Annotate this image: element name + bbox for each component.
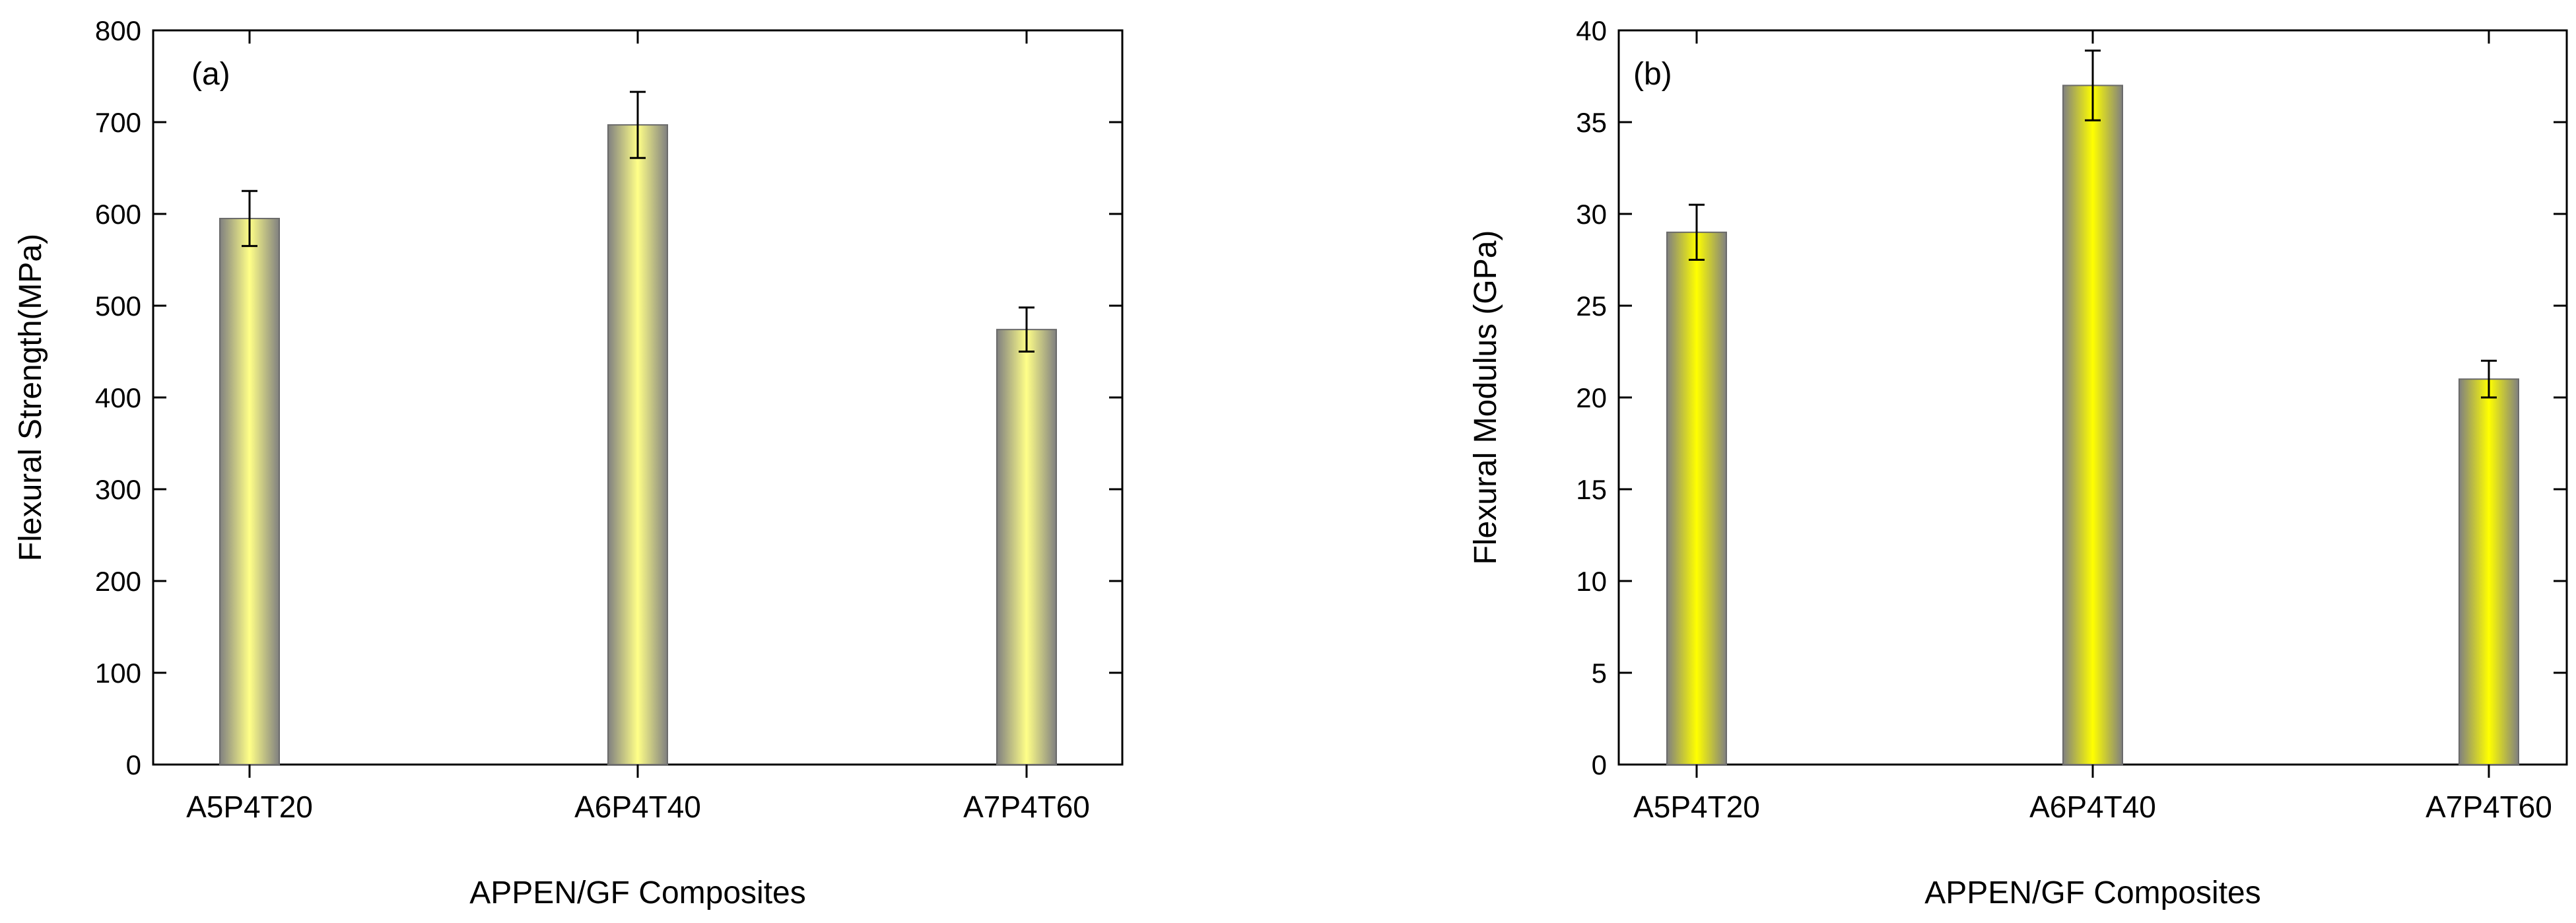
y-tick-label: 100 <box>95 658 141 689</box>
chart-panel-b: (b) 0 5 10 15 20 25 30 35 40 A5P4T20 A6P4T40 A7P4T… <box>1468 15 2568 910</box>
bar-a6p4t40 <box>2062 85 2123 765</box>
x-axis-title: APPEN/GF Composites <box>469 875 805 910</box>
y-tick-label: 25 <box>1576 291 1607 322</box>
bar-a5p4t20 <box>219 217 280 765</box>
error-bar <box>1689 203 1705 261</box>
x-tick-label: A7P4T60 <box>963 790 1090 824</box>
x-tick-label: A5P4T20 <box>1633 790 1760 824</box>
chart-panel-a: (a) 0 100 200 300 400 500 600 700 800 A5P4T20 A6P… <box>13 15 1124 910</box>
x-axis-title: APPEN/GF Composites <box>1924 875 2260 910</box>
y-tick-label: 20 <box>1576 382 1607 413</box>
x-tick-label: A6P4T40 <box>2029 790 2156 824</box>
y-tick-label: 800 <box>95 15 141 46</box>
y-tick-label: 30 <box>1576 199 1607 230</box>
error-bar <box>2085 50 2101 121</box>
y-tick-label: 400 <box>95 382 141 413</box>
y-tick-label: 10 <box>1576 566 1607 597</box>
y-axis: 0 100 200 300 400 500 600 700 800 <box>95 15 1122 780</box>
x-tick-label: A6P4T40 <box>574 790 701 824</box>
bar-a7p4t60 <box>2458 378 2519 765</box>
y-tick-label: 300 <box>95 474 141 505</box>
y-tick-label: 35 <box>1576 107 1607 138</box>
error-bar <box>242 189 257 248</box>
y-tick-label: 15 <box>1576 474 1607 505</box>
y-tick-label: 500 <box>95 291 141 322</box>
error-bar <box>630 90 646 159</box>
y-axis-title: Flexural Modulus (GPa) <box>1468 230 1503 565</box>
panel-label: (b) <box>1633 57 1672 92</box>
y-axis: 0 5 10 15 20 25 30 35 40 <box>1576 15 2567 780</box>
bar-series <box>219 90 1057 766</box>
x-axis: A5P4T20 A6P4T40 A7P4T60 <box>186 30 1090 824</box>
bar-a5p4t20 <box>1666 231 1727 765</box>
y-tick-label: 40 <box>1576 15 1607 46</box>
y-tick-label: 5 <box>1592 658 1607 689</box>
bar-a6p4t40 <box>607 124 668 766</box>
y-tick-label: 700 <box>95 107 141 138</box>
y-axis-title: Flexural Strength(MPa) <box>13 234 48 561</box>
bar-series <box>1666 50 2519 765</box>
error-bar <box>2481 359 2497 399</box>
x-tick-label: A5P4T20 <box>186 790 313 824</box>
y-tick-label: 0 <box>126 749 141 780</box>
error-bar <box>1019 306 1034 353</box>
y-tick-label: 0 <box>1592 749 1607 780</box>
x-axis: A5P4T20 A6P4T40 A7P4T60 <box>1633 30 2552 824</box>
panel-label: (a) <box>191 57 230 92</box>
bar-a7p4t60 <box>996 329 1057 765</box>
y-tick-label: 200 <box>95 566 141 597</box>
x-tick-label: A7P4T60 <box>2425 790 2552 824</box>
y-tick-label: 600 <box>95 199 141 230</box>
